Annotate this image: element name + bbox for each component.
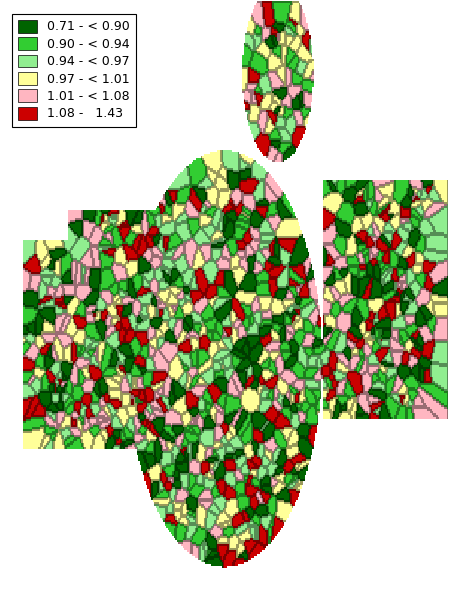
Legend: 0.71 - < 0.90, 0.90 - < 0.94, 0.94 - < 0.97, 0.97 - < 1.01, 1.01 - < 1.08, 1.08 : 0.71 - < 0.90, 0.90 - < 0.94, 0.94 - < 0… [12,14,136,126]
